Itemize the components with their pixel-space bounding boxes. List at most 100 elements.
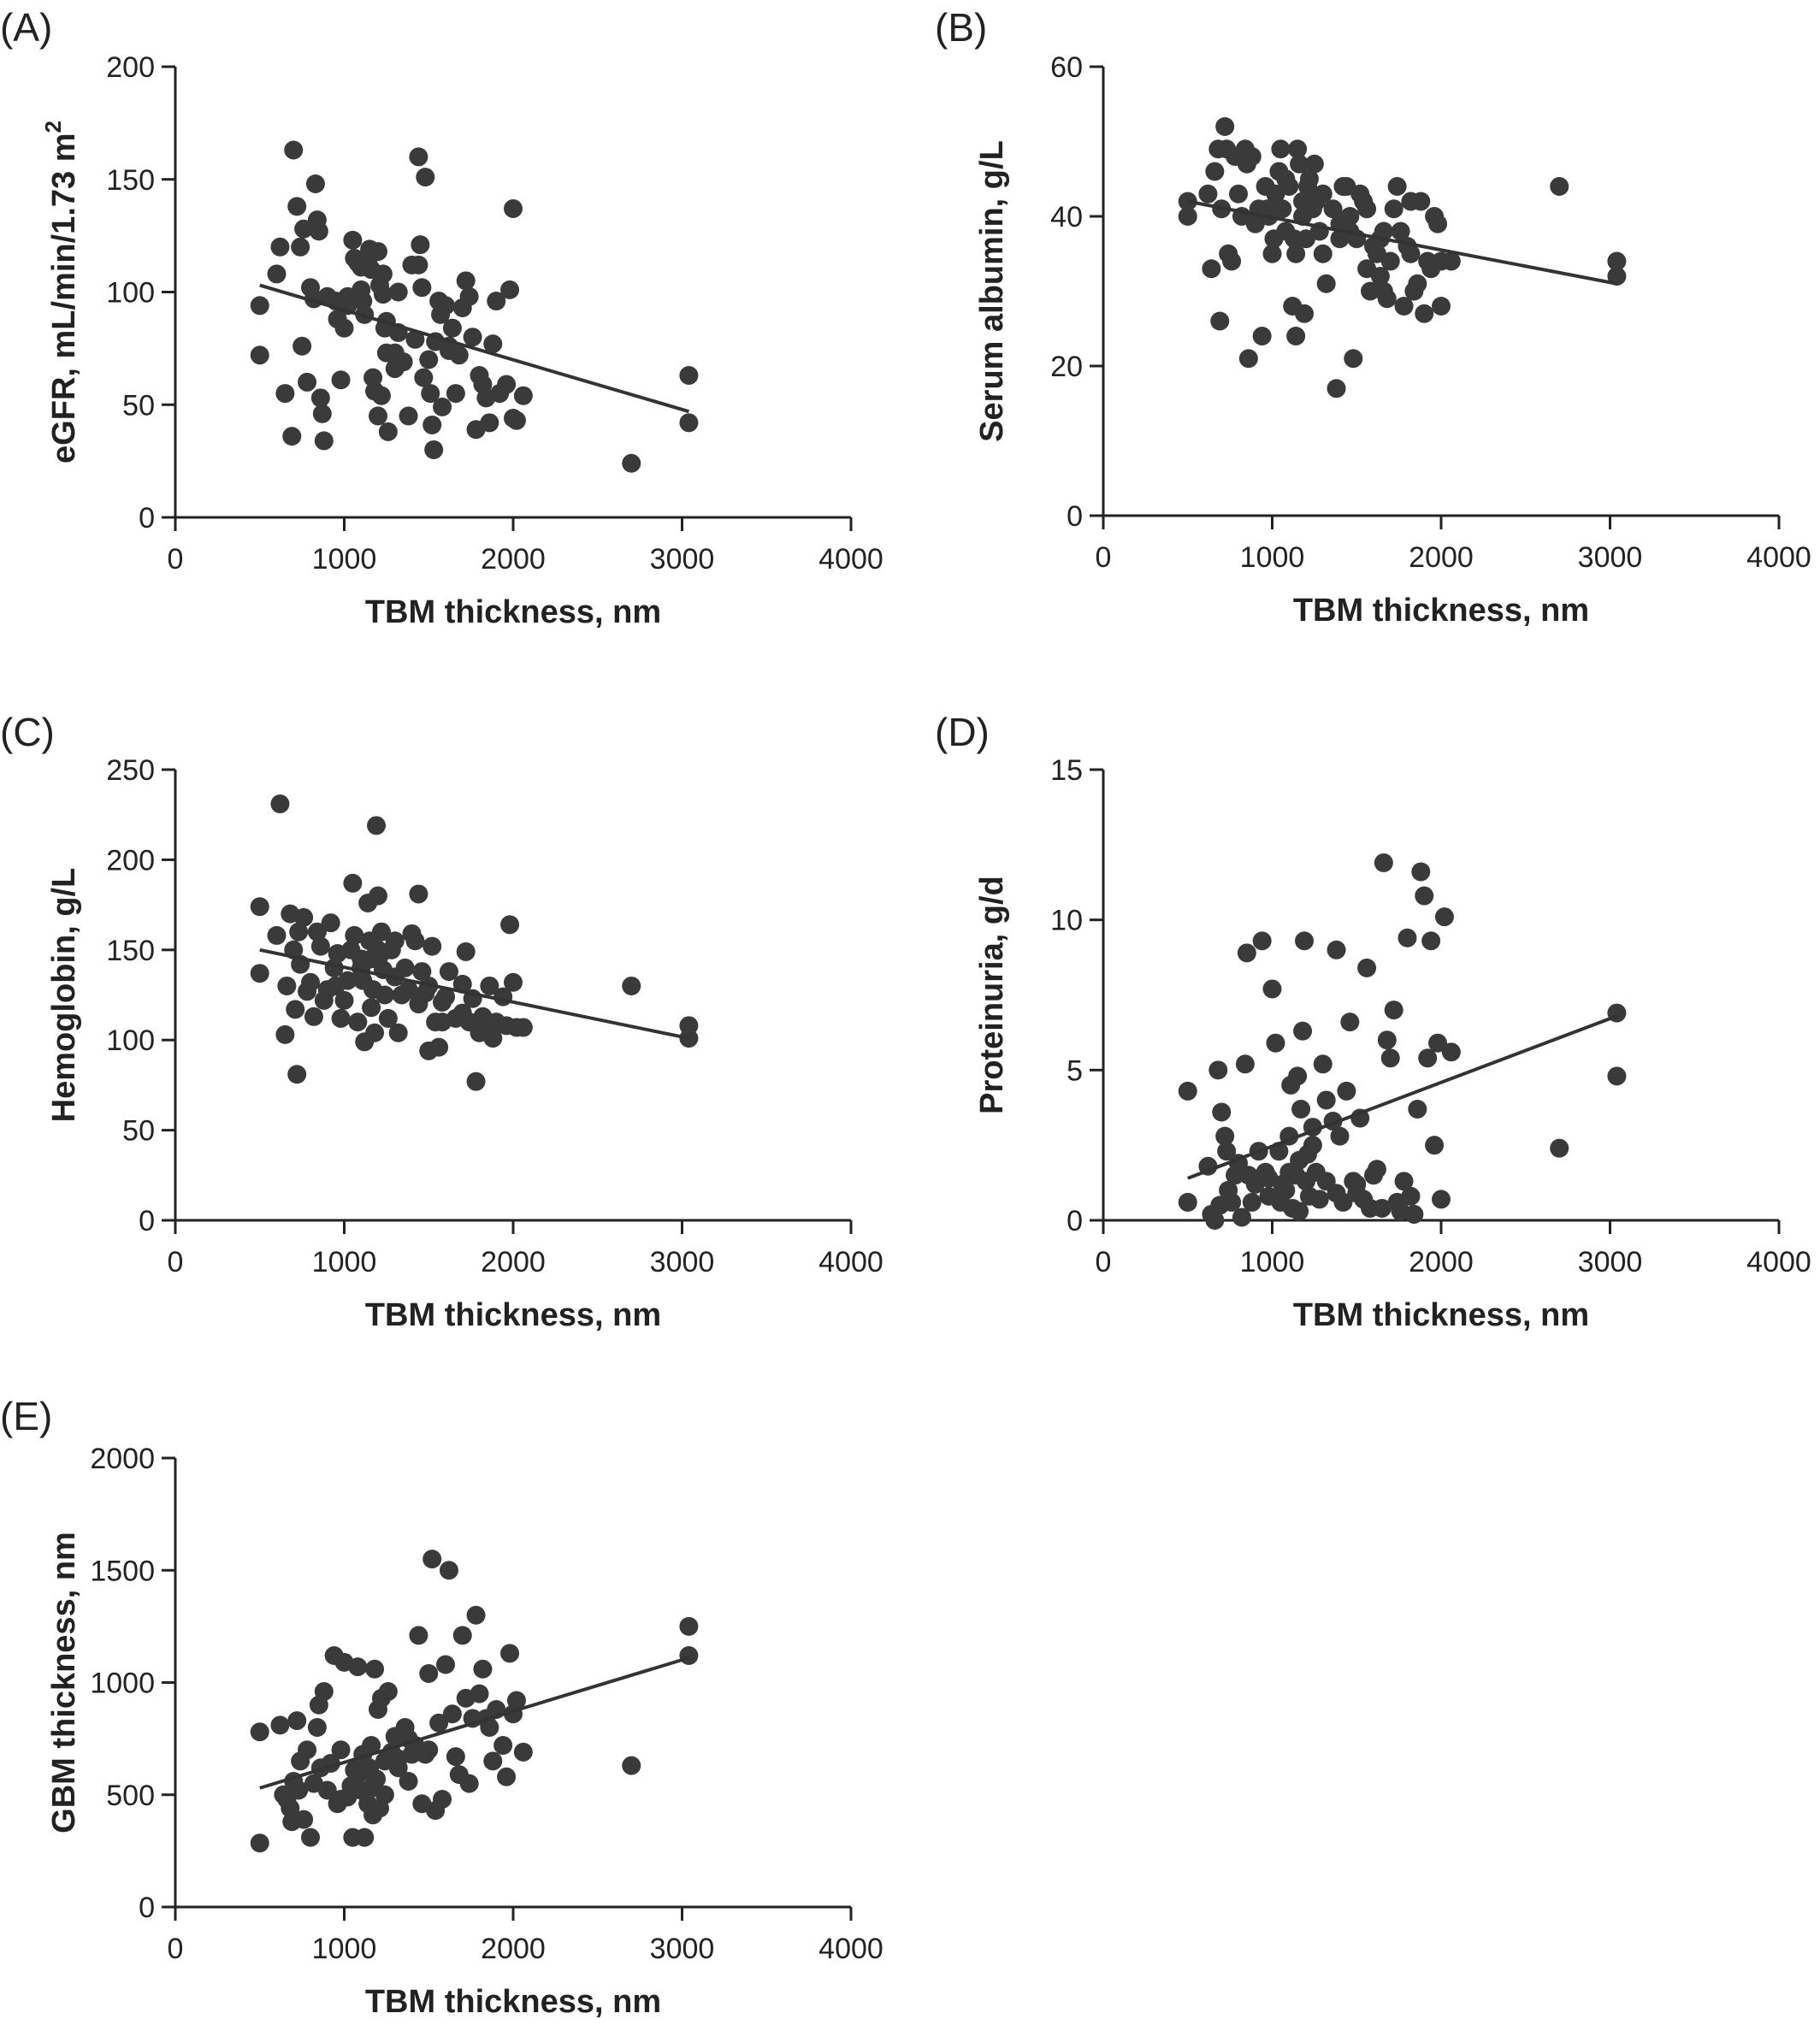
data-point bbox=[1295, 304, 1315, 323]
data-point bbox=[395, 958, 415, 977]
data-point bbox=[506, 1691, 526, 1710]
data-point bbox=[1357, 958, 1377, 977]
data-point bbox=[352, 1762, 371, 1782]
data-point bbox=[409, 884, 428, 904]
x-tick-label: 2000 bbox=[481, 1933, 546, 1965]
x-tick-label: 1000 bbox=[312, 543, 377, 576]
data-point bbox=[275, 1024, 295, 1044]
data-point bbox=[405, 931, 425, 951]
data-point bbox=[452, 1003, 472, 1023]
x-tick-label: 3000 bbox=[650, 1246, 715, 1278]
data-point bbox=[1295, 931, 1315, 951]
data-point bbox=[289, 922, 309, 942]
data-point bbox=[1432, 297, 1451, 316]
data-point bbox=[1290, 154, 1309, 174]
data-point bbox=[419, 350, 439, 369]
y-axis-title-text: GBM thickness, nm bbox=[46, 1532, 82, 1833]
panel-c: (C) 0 50 100 150 200 250 0 1000 2000 3000 4000 TBM t… bbox=[0, 710, 883, 1333]
data-point bbox=[487, 292, 506, 311]
x-tick-label: 0 bbox=[1096, 541, 1112, 574]
data-point bbox=[298, 1740, 317, 1760]
data-point bbox=[385, 931, 405, 951]
data-point bbox=[1271, 139, 1291, 159]
data-point bbox=[1242, 147, 1262, 166]
x-tick-label: 4000 bbox=[818, 1246, 883, 1278]
data-point bbox=[371, 386, 391, 405]
data-point bbox=[422, 1550, 442, 1569]
y-axis-title-text: Proteinuria, g/d bbox=[974, 876, 1010, 1114]
data-point bbox=[1217, 1142, 1237, 1161]
y-tick-label: 2000 bbox=[90, 1443, 155, 1475]
data-point bbox=[442, 1704, 462, 1724]
data-point bbox=[1266, 1033, 1285, 1053]
data-point bbox=[373, 264, 393, 284]
data-point bbox=[267, 264, 287, 284]
x-tick-label: 0 bbox=[168, 1246, 184, 1278]
data-point bbox=[343, 873, 363, 893]
data-point bbox=[459, 1774, 479, 1793]
y-tick-label: 5 bbox=[1067, 1054, 1083, 1087]
data-point bbox=[1550, 1138, 1569, 1158]
data-point bbox=[1316, 274, 1336, 293]
panel-b: (B) 0 20 40 60 0 1000 2000 3000 4000 TBM thickness… bbox=[935, 5, 1811, 629]
data-point bbox=[371, 922, 391, 942]
data-point bbox=[411, 235, 430, 255]
data-point bbox=[480, 976, 499, 995]
data-point bbox=[414, 368, 434, 387]
y-tick-label: 100 bbox=[106, 1024, 155, 1057]
data-point bbox=[473, 1659, 493, 1679]
data-point bbox=[1178, 1081, 1197, 1101]
data-point bbox=[338, 286, 358, 306]
data-point bbox=[1357, 199, 1377, 219]
data-point bbox=[331, 370, 351, 390]
data-point bbox=[292, 336, 312, 356]
panel-e: (E) 0 500 1000 1500 2000 0 1000 2000 3000 4000 TBM … bbox=[0, 1394, 883, 2020]
data-point bbox=[500, 1644, 520, 1663]
data-point bbox=[348, 1657, 368, 1677]
data-point bbox=[1215, 117, 1235, 136]
data-point bbox=[307, 922, 327, 942]
data-point bbox=[1303, 1136, 1322, 1155]
data-point bbox=[1242, 1192, 1262, 1212]
data-point bbox=[439, 341, 458, 361]
data-point bbox=[1607, 251, 1627, 271]
data-point bbox=[1387, 177, 1407, 196]
data-point bbox=[317, 1780, 337, 1800]
data-point bbox=[250, 1833, 269, 1853]
data-point bbox=[1232, 1207, 1251, 1227]
y-axis-title-text: Hemoglobin, g/L bbox=[46, 868, 82, 1123]
data-point bbox=[456, 271, 476, 291]
data-point bbox=[1330, 1126, 1350, 1146]
data-point bbox=[483, 1751, 503, 1771]
data-point bbox=[446, 1747, 465, 1767]
data-point bbox=[369, 406, 387, 426]
data-point bbox=[1262, 244, 1282, 263]
y-axis-title-superscript: 2 bbox=[40, 121, 66, 133]
regression-line bbox=[1187, 1014, 1618, 1180]
data-point bbox=[314, 431, 334, 451]
regression-line bbox=[259, 283, 689, 414]
y-tick-label: 15 bbox=[1050, 754, 1083, 787]
data-point bbox=[513, 386, 533, 405]
data-point bbox=[1290, 1201, 1309, 1221]
data-point bbox=[1337, 1081, 1356, 1101]
data-point bbox=[1238, 349, 1258, 369]
data-point bbox=[679, 1646, 699, 1665]
data-point bbox=[1441, 1042, 1461, 1062]
x-tick-label: 0 bbox=[168, 543, 184, 576]
x-tick-label: 3000 bbox=[650, 543, 715, 576]
data-point bbox=[298, 372, 317, 392]
data-point bbox=[412, 962, 432, 982]
data-point bbox=[436, 987, 455, 1007]
data-point bbox=[388, 1023, 408, 1042]
panel-label: (A) bbox=[0, 5, 52, 50]
data-point bbox=[275, 384, 295, 404]
x-tick-label: 3000 bbox=[650, 1933, 715, 1965]
data-point bbox=[1215, 1126, 1235, 1146]
data-point bbox=[294, 1810, 314, 1829]
data-point bbox=[1276, 169, 1296, 189]
data-point bbox=[355, 1827, 375, 1847]
data-point bbox=[466, 1072, 486, 1091]
data-point bbox=[1178, 1192, 1197, 1212]
